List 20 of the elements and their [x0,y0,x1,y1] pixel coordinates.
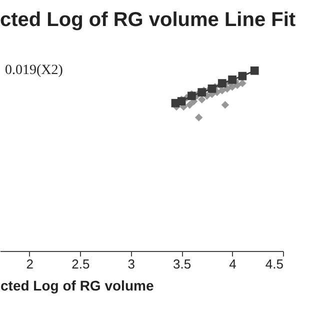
x-tick-label: 2.5 [72,256,90,272]
point [188,92,196,100]
point [198,88,206,96]
x-tick-label: 3 [128,256,135,272]
x-tick-label: 4 [229,256,236,272]
point [198,96,206,104]
x-tick-label: 3.5 [173,256,192,272]
x-tick-label: 4.5 [265,256,284,272]
point [186,101,194,109]
point [238,72,247,80]
point [194,114,203,122]
point [218,79,226,88]
annotation: 0.019(X2) [5,63,64,78]
x-tick-label: 2 [26,256,34,272]
point [228,75,236,84]
x-axis-title: cted Log of RG volume [0,278,154,294]
point [221,101,230,109]
chart-title: cted Log of RG volume Line Fit [0,9,296,31]
point [250,66,259,75]
point [238,79,246,88]
